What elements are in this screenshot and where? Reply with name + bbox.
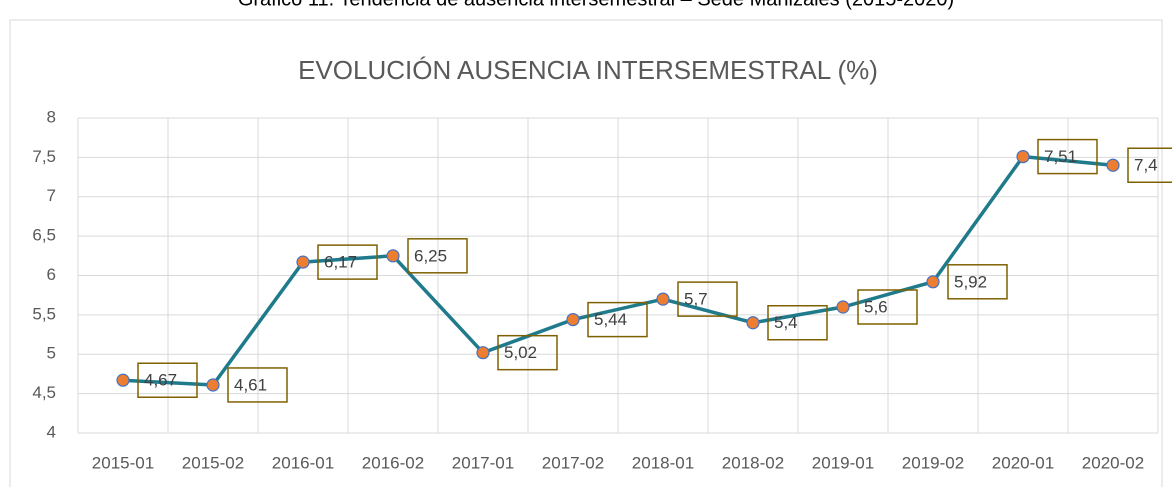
data-label: 7,51 bbox=[1044, 147, 1077, 166]
data-label-box bbox=[497, 334, 558, 371]
x-tick-label: 2015-01 bbox=[92, 453, 154, 472]
marker bbox=[566, 313, 580, 327]
marker bbox=[926, 275, 940, 289]
data-label-box bbox=[227, 367, 288, 403]
y-tick-label: 4,5 bbox=[32, 383, 56, 402]
x-tick-label: 2018-01 bbox=[632, 453, 694, 472]
line bbox=[122, 154, 1114, 387]
data-label: 5,44 bbox=[594, 310, 627, 329]
data-label-box bbox=[1127, 147, 1172, 183]
data-label-box bbox=[317, 244, 378, 280]
y-tick-label: 7,5 bbox=[32, 147, 56, 166]
marker bbox=[116, 373, 130, 387]
y-tick-label: 4 bbox=[47, 422, 56, 441]
x-tick-label: 2019-02 bbox=[902, 453, 964, 472]
data-label-box bbox=[587, 301, 648, 338]
x-tick-label: 2015-02 bbox=[182, 453, 244, 472]
caption: Gráfico 11. Tendencia de ausencia inters… bbox=[238, 0, 954, 10]
x-tick-label: 2017-01 bbox=[452, 453, 514, 472]
data-label-box bbox=[407, 238, 468, 274]
marker bbox=[296, 255, 310, 269]
marker bbox=[386, 249, 400, 263]
data-label-box bbox=[947, 264, 1008, 300]
data-label: 5,4 bbox=[774, 313, 798, 332]
data-label-box bbox=[1037, 138, 1098, 175]
y-tick-label: 6 bbox=[47, 265, 56, 284]
x-tick-label: 2016-02 bbox=[362, 453, 424, 472]
y-tick-label: 5,5 bbox=[32, 304, 56, 323]
x-tick-label: 2018-02 bbox=[722, 453, 784, 472]
x-tick-label: 2020-01 bbox=[992, 453, 1054, 472]
data-label: 4,61 bbox=[234, 375, 267, 394]
data-label-box bbox=[677, 281, 738, 317]
data-label: 6,17 bbox=[324, 253, 357, 272]
y-tick-label: 7 bbox=[47, 186, 56, 205]
data-label: 7,4 bbox=[1134, 156, 1158, 175]
marker bbox=[656, 292, 670, 306]
data-label: 5,92 bbox=[954, 272, 987, 291]
data-label-box bbox=[767, 305, 828, 341]
marker bbox=[206, 378, 220, 392]
chart-frame bbox=[9, 19, 1163, 487]
marker bbox=[836, 300, 850, 314]
marker bbox=[746, 316, 760, 330]
y-tick-label: 8 bbox=[47, 107, 56, 126]
x-tick-label: 2016-01 bbox=[272, 453, 334, 472]
marker bbox=[476, 346, 490, 360]
x-tick-label: 2017-02 bbox=[542, 453, 604, 472]
data-label: 5,02 bbox=[504, 343, 537, 362]
marker bbox=[1016, 149, 1030, 164]
marker bbox=[1106, 158, 1120, 172]
data-label-box bbox=[857, 289, 918, 325]
x-tick-label: 2019-01 bbox=[812, 453, 874, 472]
data-label: 4,67 bbox=[144, 371, 177, 390]
y-tick-label: 5 bbox=[47, 344, 56, 363]
data-label: 5,6 bbox=[864, 297, 888, 316]
chart-title: EVOLUCIÓN AUSENCIA INTERSEMESTRAL (%) bbox=[298, 55, 878, 85]
y-tick-label: 6,5 bbox=[32, 226, 56, 245]
x-tick-label: 2020-02 bbox=[1082, 453, 1144, 472]
data-label: 6,25 bbox=[414, 246, 447, 265]
data-label: 5,7 bbox=[684, 290, 708, 309]
data-label-box bbox=[137, 362, 198, 398]
